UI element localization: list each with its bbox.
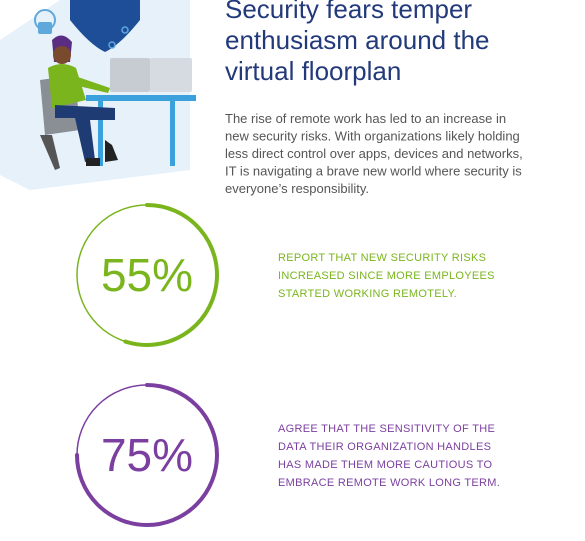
- illustration: [0, 0, 196, 190]
- ring-arc: [123, 203, 219, 347]
- stat-text: HAS MADE THEM MORE CAUTIOUS TO: [278, 459, 493, 471]
- stats: 55% REPORT THAT NEW SECURITY RISKS INCREAS…: [75, 203, 500, 527]
- ring-arc: [75, 383, 219, 527]
- title-line: Security fears temper: [225, 0, 472, 24]
- title-line: virtual floorplan: [225, 56, 401, 86]
- stat-text: EMBRACE REMOTE WORK LONG TERM.: [278, 477, 500, 489]
- stat-value: 75%: [101, 429, 193, 481]
- intro-line: The rise of remote work has led to an in…: [225, 111, 506, 126]
- intro-line: new security risks. With organizations l…: [225, 129, 520, 144]
- intro-line: less direct control over apps, devices a…: [225, 146, 523, 161]
- stat-text: STARTED WORKING REMOTELY.: [278, 288, 457, 300]
- stat-text: AGREE THAT THE SENSITIVITY OF THE: [278, 423, 495, 435]
- stat-value: 55%: [101, 249, 193, 301]
- stat-text: INCREASED SINCE MORE EMPLOYEES: [278, 270, 495, 282]
- title-line: enthusiasm around the: [225, 25, 490, 55]
- stat-text: REPORT THAT NEW SECURITY RISKS: [278, 252, 486, 264]
- intro-line: everyone’s responsibility.: [225, 181, 369, 196]
- intro-line: IT is navigating a brave new world where…: [225, 164, 522, 179]
- intro: The rise of remote work has led to an in…: [225, 111, 523, 196]
- stat-text: DATA THEIR ORGANIZATION HANDLES: [278, 441, 491, 453]
